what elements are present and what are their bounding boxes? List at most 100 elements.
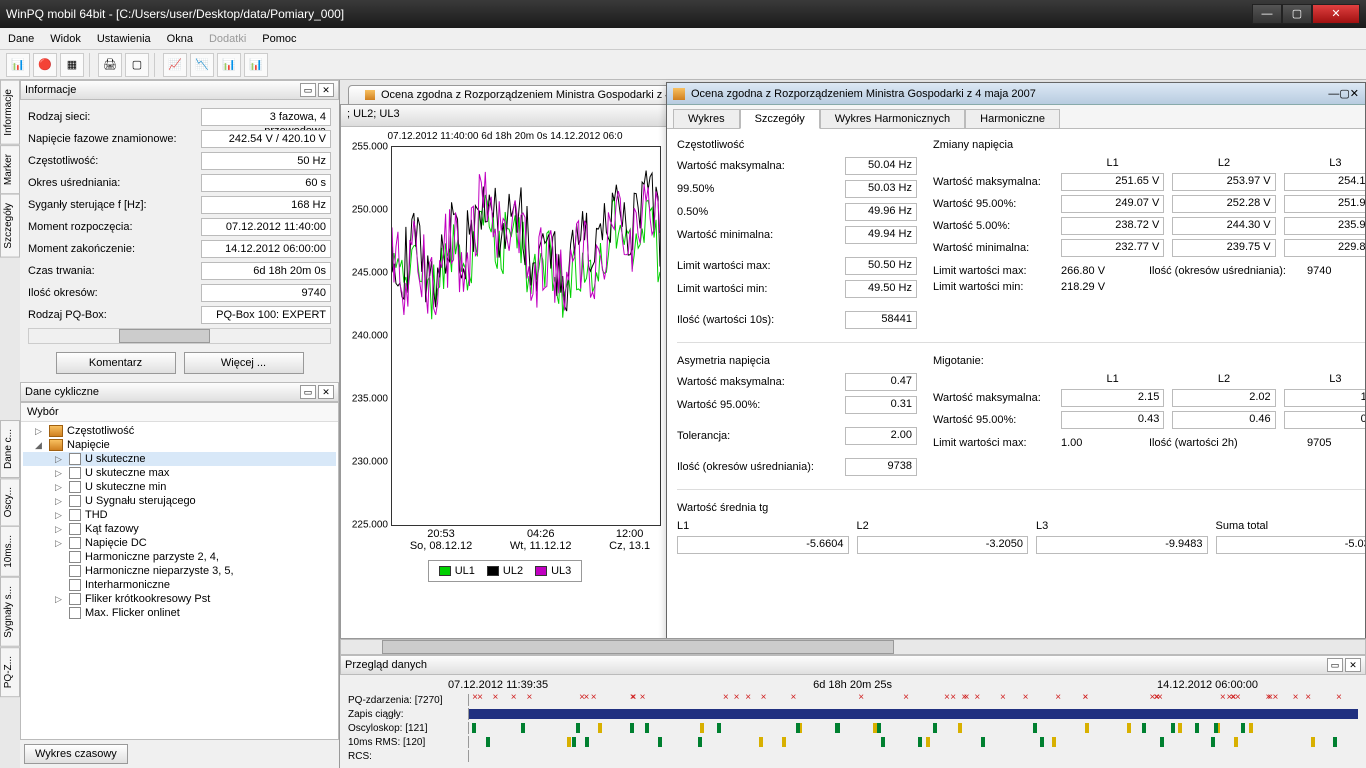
panel-close-icon[interactable]: ✕ [318, 83, 334, 97]
side-tab[interactable]: Szczegóły [0, 194, 20, 258]
tree-item[interactable]: ▷Kąt fazowy [23, 522, 336, 536]
sub-tab[interactable]: Harmoniczne [965, 109, 1060, 129]
tree-label: U skuteczne max [85, 467, 169, 479]
info-value: 50 Hz [201, 152, 331, 170]
tool-chart-4[interactable]: 📊 [244, 53, 268, 77]
win-min-icon[interactable]: — [1328, 88, 1339, 100]
details-titlebar[interactable]: Ocena zgodna z Rozporządzeniem Ministra … [667, 83, 1365, 105]
info-value: 3 fazowa, 4 przewodowa [201, 108, 331, 126]
tree-label: Harmoniczne nieparzyste 3, 5, [85, 565, 234, 577]
tree-label: Napięcie [67, 439, 110, 451]
menu-ustawienia[interactable]: Ustawienia [97, 33, 151, 45]
tree-item[interactable]: ▷THD [23, 508, 336, 522]
checkbox[interactable] [69, 579, 81, 591]
overview-row-label: Oscyloskop: [121] [348, 723, 468, 734]
checkbox[interactable] [69, 495, 81, 507]
panel-close-icon[interactable]: ✕ [318, 385, 334, 399]
tool-chart-1[interactable]: 📈 [163, 53, 187, 77]
info-label: Częstotliwość: [28, 155, 201, 167]
chart-legend: UL1UL2UL3 [428, 560, 583, 582]
checkbox[interactable] [69, 467, 81, 479]
tool-chart-2[interactable]: 📉 [190, 53, 214, 77]
tool-btn-3[interactable]: ▦ [60, 53, 84, 77]
panel-close-icon[interactable]: ✕ [1345, 658, 1361, 672]
checkbox[interactable] [69, 453, 81, 465]
tool-print[interactable]: 🖨 [98, 53, 122, 77]
info-label: Napięcie fazowe znamionowe: [28, 133, 201, 145]
win-close-icon[interactable]: ✕ [1350, 87, 1359, 100]
tree-item[interactable]: Interharmoniczne [23, 578, 336, 592]
side-tab[interactable]: Sygnały s... [0, 577, 20, 647]
chart-plot-area[interactable]: 255.000250.000245.000240.000235.000230.0… [391, 146, 661, 526]
chart-timerange: 07.12.2012 11:40:00 6d 18h 20m 0s 14.12.… [341, 127, 669, 146]
side-tab[interactable]: Informacje [0, 80, 20, 145]
tree-item[interactable]: Harmoniczne nieparzyste 3, 5, [23, 564, 336, 578]
legend-swatch [535, 566, 547, 576]
details-subtabs: WykresSzczegółyWykres HarmonicznychHarmo… [667, 105, 1365, 129]
overview-duration: 6d 18h 20m 25s [813, 679, 892, 691]
checkbox[interactable] [69, 593, 81, 605]
overview-scrollbar[interactable] [340, 639, 1366, 655]
tree-label: THD [85, 509, 108, 521]
tool-doc[interactable]: ▢ [125, 53, 149, 77]
tree-item[interactable]: ▷U skuteczne max [23, 466, 336, 480]
panel-pin-icon[interactable]: ▭ [300, 385, 316, 399]
sub-tab[interactable]: Wykres Harmonicznych [820, 109, 965, 129]
menu-pomoc[interactable]: Pomoc [262, 33, 296, 45]
checkbox[interactable] [69, 551, 81, 563]
menu-okna[interactable]: Okna [167, 33, 193, 45]
info-label: Moment rozpoczęcia: [28, 221, 201, 233]
menu-dane[interactable]: Dane [8, 33, 34, 45]
overview-track[interactable] [468, 736, 1358, 748]
checkbox[interactable] [69, 537, 81, 549]
checkbox[interactable] [69, 607, 81, 619]
tree-item[interactable]: ▷U Sygnału sterującego [23, 494, 336, 508]
sub-tab[interactable]: Szczegóły [740, 109, 820, 129]
tree-label: Napięcie DC [85, 537, 147, 549]
maximize-button[interactable]: ▢ [1282, 4, 1312, 24]
tree-item[interactable]: ◢Napięcie [23, 438, 336, 452]
tree-item[interactable]: ▷U skuteczne min [23, 480, 336, 494]
side-tab[interactable]: Oscy... [0, 478, 20, 526]
checkbox[interactable] [69, 509, 81, 521]
overview-row-label: 10ms RMS: [120] [348, 737, 468, 748]
overview-row-label: Zapis ciągły: [348, 709, 468, 720]
menu-widok[interactable]: Widok [50, 33, 81, 45]
overview-track[interactable] [468, 722, 1358, 734]
tree-label: U Sygnału sterującego [85, 495, 196, 507]
menu-dodatki[interactable]: Dodatki [209, 33, 246, 45]
more-button[interactable]: Więcej ... [184, 352, 304, 374]
close-button[interactable]: ✕ [1312, 4, 1360, 24]
side-tab[interactable]: 10ms... [0, 526, 20, 577]
legend-swatch [439, 566, 451, 576]
sub-tab[interactable]: Wykres [673, 109, 740, 129]
checkbox[interactable] [69, 481, 81, 493]
side-tab[interactable]: Dane c... [0, 420, 20, 478]
panel-pin-icon[interactable]: ▭ [1327, 658, 1343, 672]
comment-button[interactable]: Komentarz [56, 352, 176, 374]
tool-chart-3[interactable]: 📊 [217, 53, 241, 77]
tool-btn-1[interactable]: 📊 [6, 53, 30, 77]
chart-window-title: ; UL2; UL3 [341, 105, 669, 127]
tree-item[interactable]: ▷Częstotliwość [23, 424, 336, 438]
time-chart-button[interactable]: Wykres czasowy [24, 744, 128, 764]
tree-item[interactable]: ▷U skuteczne [23, 452, 336, 466]
info-label: Czas trwania: [28, 265, 201, 277]
tree-item[interactable]: ▷Fliker krótkookresowy Pst [23, 592, 336, 606]
tool-btn-2[interactable]: 🔴 [33, 53, 57, 77]
minimize-button[interactable]: — [1252, 4, 1282, 24]
tree-item[interactable]: ▷Napięcie DC [23, 536, 336, 550]
panel-pin-icon[interactable]: ▭ [300, 83, 316, 97]
overview-track[interactable] [468, 750, 1358, 762]
checkbox[interactable] [69, 523, 81, 535]
tree-item[interactable]: Max. Flicker onlinet [23, 606, 336, 620]
side-tab[interactable]: Marker [0, 145, 20, 194]
checkbox[interactable] [69, 565, 81, 577]
overview-track[interactable]: ××××××××××××××××××××××××××××××××××××××××… [468, 694, 1358, 706]
info-panel-header: Informacje ▭ ✕ [20, 80, 339, 100]
side-tab[interactable]: PQ-Z... [0, 647, 20, 697]
tree-item[interactable]: Harmoniczne parzyste 2, 4, [23, 550, 336, 564]
overview-title: Przegląd danych [345, 659, 427, 671]
overview-track[interactable] [468, 708, 1358, 720]
win-max-icon[interactable]: ▢ [1339, 87, 1349, 100]
